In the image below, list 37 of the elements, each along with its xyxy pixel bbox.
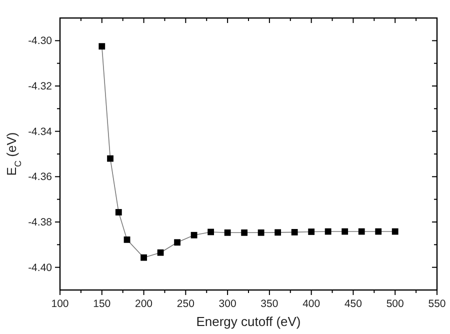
x-tick-label: 450 [344,298,362,310]
point [98,43,106,50]
x-tick-label: 300 [218,298,236,310]
point [174,239,180,246]
point [157,249,164,256]
x-tick-label: 400 [302,298,320,310]
point [140,254,147,261]
x-axis-title: Energy cutoff (eV) [196,314,301,329]
y-tick-label: -4.34 [28,126,52,138]
point [274,229,282,236]
y-tick-label: -4.40 [28,262,52,274]
y-tick-label: -4.32 [28,80,52,92]
x-tick-label: 250 [176,298,195,310]
x-tick-label: 100 [51,298,69,310]
point [291,229,298,236]
y-tick-label: -4.30 [28,35,52,48]
x-tick-label: 150 [93,298,111,310]
x-tick-label: 550 [428,298,446,310]
point [208,228,214,236]
point [258,229,264,236]
x-tick-label: 200 [135,298,153,310]
point [115,209,122,216]
point [241,229,248,236]
point [375,228,382,235]
x-tick-label: 350 [260,298,278,310]
x-tick-label: 500 [386,298,404,310]
point [124,236,130,243]
point [358,228,365,235]
point [342,228,348,235]
point [107,155,114,162]
y-tick-label: -4.36 [28,171,52,184]
point [190,232,198,238]
point [224,229,231,236]
point [392,228,398,235]
y-tick-label: -4.38 [28,216,52,228]
point [324,228,332,235]
point [308,228,315,235]
